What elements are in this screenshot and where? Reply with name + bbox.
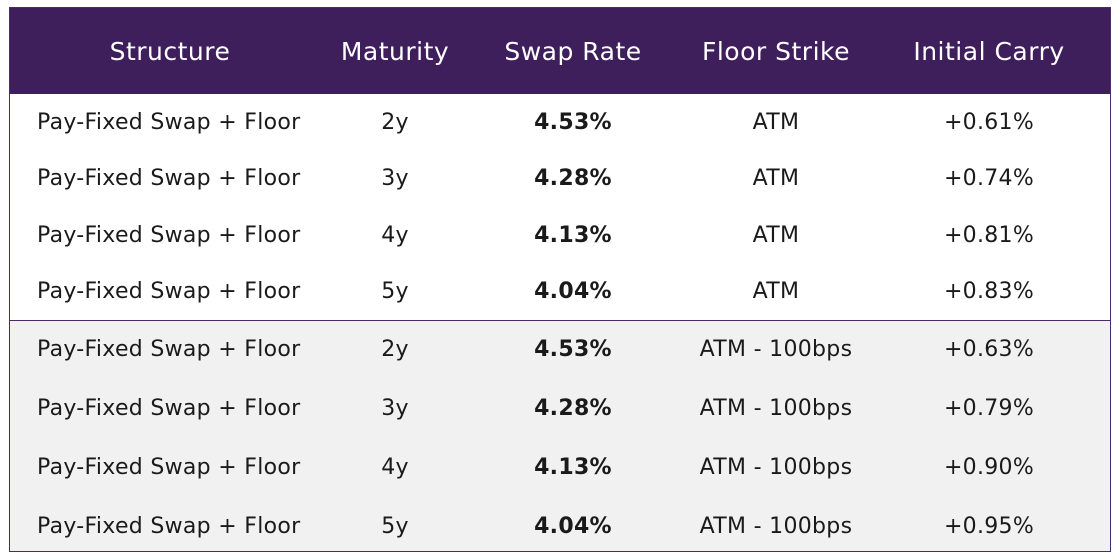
cell-initial-carry: +0.63% <box>866 319 1110 379</box>
table-row: Pay-Fixed Swap + Floor 5y 4.04% ATM - 10… <box>10 497 1110 551</box>
cell-maturity: 3y <box>381 166 409 192</box>
table-row: Pay-Fixed Swap + Floor 5y 4.04% ATM +0.8… <box>10 263 1110 320</box>
cell-floor-strike: ATM <box>752 109 800 135</box>
cell-swap-rate: 4.28% <box>534 166 612 192</box>
cell-maturity: 2y <box>381 109 409 135</box>
cell-initial-carry: +0.83% <box>943 279 1035 304</box>
cell-floor-strike: ATM - 100bps <box>699 396 853 421</box>
header-row: Structure Maturity Swap Rate Floor Strik… <box>10 8 1110 94</box>
cell-initial-carry: +0.81% <box>943 222 1035 248</box>
column-header-structure: Structure <box>109 36 231 66</box>
column-header-swap-rate: Swap Rate <box>504 36 642 66</box>
cell-maturity: 5y <box>381 514 409 539</box>
cell-floor-strike: ATM <box>752 166 800 192</box>
cell-initial-carry: +0.90% <box>943 455 1035 480</box>
cell-structure: Pay-Fixed Swap + Floor <box>10 319 330 379</box>
swap-floor-table-container: Structure Maturity Swap Rate Floor Strik… <box>9 7 1111 552</box>
cell-maturity: 3y <box>381 396 409 421</box>
cell-swap-rate: 4.53% <box>460 319 686 379</box>
cell-structure: Pay-Fixed Swap + Floor <box>37 166 301 192</box>
swap-floor-table: Structure Maturity Swap Rate Floor Strik… <box>10 8 1110 551</box>
cell-swap-rate: 4.13% <box>534 455 612 480</box>
table-header: Structure Maturity Swap Rate Floor Strik… <box>10 8 1110 94</box>
column-header-initial-carry: Initial Carry <box>913 36 1065 66</box>
cell-maturity: 4y <box>381 222 409 248</box>
table-row: Pay-Fixed Swap + Floor 3y 4.28% ATM - 10… <box>10 379 1110 438</box>
cell-swap-rate: 4.53% <box>534 109 612 135</box>
cell-structure: Pay-Fixed Swap + Floor <box>37 396 301 421</box>
cell-swap-rate: 4.04% <box>534 514 612 539</box>
column-header-maturity: Maturity <box>340 36 450 66</box>
cell-structure: Pay-Fixed Swap + Floor <box>37 109 301 135</box>
cell-floor-strike: ATM <box>752 279 800 304</box>
column-header-floor-strike: Floor Strike <box>701 36 850 66</box>
cell-structure: Pay-Fixed Swap + Floor <box>37 279 301 304</box>
cell-structure: Pay-Fixed Swap + Floor <box>37 222 301 248</box>
table-row: Pay-Fixed Swap + Floor 4y 4.13% ATM - 10… <box>10 438 1110 497</box>
cell-floor-strike: ATM - 100bps <box>699 514 853 539</box>
cell-initial-carry: +0.95% <box>943 514 1035 539</box>
cell-floor-strike: ATM - 100bps <box>686 319 866 379</box>
cell-initial-carry: +0.74% <box>943 166 1035 192</box>
cell-swap-rate: 4.28% <box>534 396 612 421</box>
cell-floor-strike: ATM <box>752 222 800 248</box>
cell-maturity: 2y <box>330 319 460 379</box>
cell-swap-rate: 4.04% <box>534 279 612 304</box>
cell-maturity: 4y <box>381 455 409 480</box>
table-row: Pay-Fixed Swap + Floor 2y 4.53% ATM +0.6… <box>10 94 1110 151</box>
table-row: Pay-Fixed Swap + Floor 2y 4.53% ATM - 10… <box>10 319 1110 379</box>
cell-floor-strike: ATM - 100bps <box>699 455 853 480</box>
cell-initial-carry: +0.79% <box>943 396 1035 421</box>
table-row: Pay-Fixed Swap + Floor 4y 4.13% ATM +0.8… <box>10 207 1110 264</box>
cell-swap-rate: 4.13% <box>534 222 612 248</box>
cell-structure: Pay-Fixed Swap + Floor <box>37 514 301 539</box>
cell-structure: Pay-Fixed Swap + Floor <box>37 455 301 480</box>
table-body: Pay-Fixed Swap + Floor 2y 4.53% ATM +0.6… <box>10 94 1110 551</box>
cell-maturity: 5y <box>381 279 409 304</box>
cell-initial-carry: +0.61% <box>943 109 1035 135</box>
table-row: Pay-Fixed Swap + Floor 3y 4.28% ATM +0.7… <box>10 150 1110 207</box>
